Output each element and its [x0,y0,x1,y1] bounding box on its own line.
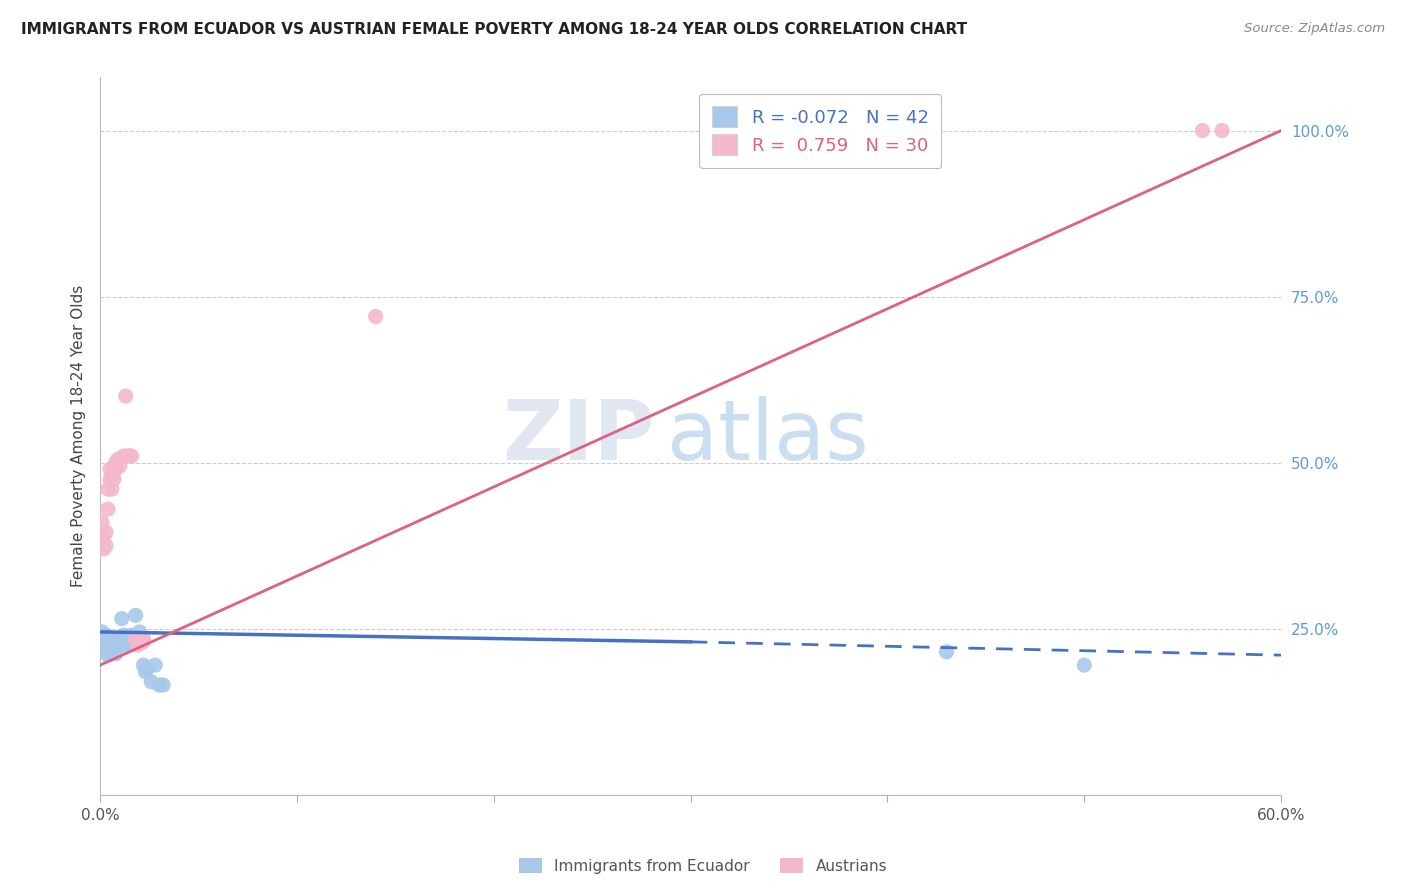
Point [101,643,124,657]
Point [132,635,155,649]
Point [124,632,146,646]
Point [107,452,129,467]
Point [98,472,121,486]
Point [97,648,120,662]
Point [104,462,127,476]
Point [114,638,136,652]
Point [112,628,135,642]
Point [98,645,121,659]
Point [107,638,129,652]
Point [1211,123,1233,137]
Point [118,449,141,463]
Point [93,632,115,646]
Point [152,678,174,692]
Point [94,645,117,659]
Point [1191,123,1213,137]
Point [104,632,127,646]
Point [103,633,125,648]
Point [94,635,117,649]
Point [97,502,120,516]
Point [91,624,114,639]
Point [108,458,131,473]
Point [103,462,125,476]
Point [136,661,159,675]
Point [98,462,121,476]
Point [117,632,139,646]
Point [1073,658,1095,673]
Point [114,389,136,403]
Text: IMMIGRANTS FROM ECUADOR VS AUSTRIAN FEMALE POVERTY AMONG 18-24 YEAR OLDS CORRELA: IMMIGRANTS FROM ECUADOR VS AUSTRIAN FEMA… [21,22,967,37]
Point [103,640,125,655]
Point [132,658,155,673]
Point [128,635,150,649]
Point [103,472,125,486]
Point [97,632,120,646]
Point [143,658,166,673]
Point [101,482,124,496]
Point [134,665,156,679]
Point [93,641,115,656]
Point [93,528,115,542]
Point [118,636,141,650]
Point [127,638,149,652]
Point [104,647,127,661]
Point [93,638,115,652]
Point [124,608,146,623]
Legend: R = -0.072   N = 42, R =  0.759   N = 30: R = -0.072 N = 42, R = 0.759 N = 30 [699,94,942,168]
Point [91,635,114,649]
Point [935,645,957,659]
Text: Source: ZipAtlas.com: Source: ZipAtlas.com [1244,22,1385,36]
Text: ZIP: ZIP [503,395,655,476]
Point [98,638,121,652]
Point [98,635,121,649]
Point [364,310,387,324]
Point [117,449,139,463]
Point [97,482,120,496]
Point [94,539,117,553]
Point [121,628,143,642]
Point [101,468,124,483]
Text: atlas: atlas [666,395,869,476]
Y-axis label: Female Poverty Among 18-24 Year Olds: Female Poverty Among 18-24 Year Olds [72,285,86,587]
Point [91,516,114,530]
Point [101,636,124,650]
Point [108,635,131,649]
Point [94,525,117,540]
Point [94,628,117,642]
Point [127,632,149,646]
Point [97,641,120,656]
Point [112,449,135,463]
Point [141,674,163,689]
Point [128,624,150,639]
Point [148,678,170,692]
Legend: Immigrants from Ecuador, Austrians: Immigrants from Ecuador, Austrians [513,852,893,880]
Point [104,456,127,470]
Point [111,612,134,626]
Point [122,635,145,649]
Point [121,449,143,463]
Point [131,632,153,646]
Point [132,632,155,646]
Point [93,541,115,556]
